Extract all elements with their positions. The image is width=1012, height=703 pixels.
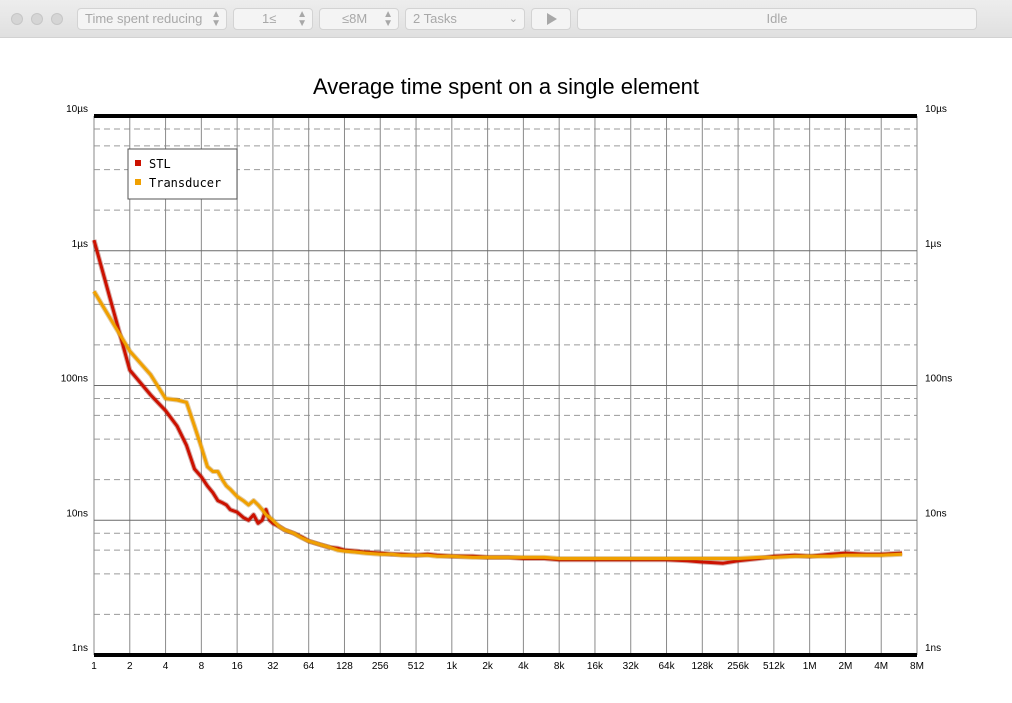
x-tick-label: 16k <box>587 661 604 672</box>
series-line-stl-shadow <box>91 239 903 566</box>
y-tick-label-right: 100ns <box>925 374 952 385</box>
run-button[interactable] <box>531 8 571 30</box>
chart: Average time spent on a single element 1… <box>61 74 953 672</box>
x-tick-label: 128 <box>336 661 353 672</box>
x-tick-label: 16 <box>232 661 244 672</box>
updown-arrows-icon: ▲ ▼ <box>297 9 307 29</box>
x-tick-label: 8 <box>199 661 205 672</box>
x-tick-label: 32k <box>623 661 640 672</box>
metric-select-label: Time spent reducing <box>85 11 203 26</box>
legend-box <box>127 148 238 200</box>
legend-label-transducer: Transducer <box>149 176 221 190</box>
y-tick-label-right: 1µs <box>925 239 941 250</box>
x-tick-label: 128k <box>691 661 714 672</box>
x-axis-labels: 1 2 4 8 16 32 64 128 256 512 1k 2k 4k 8k 16k 32k 64k 128k… <box>91 661 924 672</box>
legend-swatch-stl <box>135 160 141 166</box>
x-tick-label: 512k <box>763 661 786 672</box>
x-tick-label: 1M <box>803 661 817 672</box>
y-tick-label: 1µs <box>72 239 88 250</box>
min-size-stepper[interactable]: 1≤ ▲ ▼ <box>233 8 313 30</box>
y-tick-label: 1ns <box>72 643 88 654</box>
legend: STL Transducer <box>127 148 238 200</box>
x-tick-label: 4 <box>163 661 169 672</box>
x-tick-label: 4k <box>518 661 530 672</box>
max-size-stepper[interactable]: ≤8M ▲ ▼ <box>319 8 399 30</box>
play-icon <box>547 13 557 25</box>
y-tick-label: 100ns <box>61 374 88 385</box>
series-line-transducer <box>92 290 903 560</box>
major-gridlines <box>93 114 918 657</box>
x-tick-label: 2 <box>127 661 133 672</box>
close-window-button[interactable] <box>11 13 23 25</box>
toolbar: Time spent reducing ▲ ▼ 1≤ ▲ ▼ ≤8M ▲ ▼ 2 Ta… <box>0 0 1012 38</box>
x-tick-label: 64 <box>303 661 315 672</box>
y-axis-left-labels: 1ns 10ns 100ns 1µs 10µs <box>61 104 88 654</box>
x-tick-label: 256 <box>372 661 389 672</box>
x-tick-label: 1k <box>447 661 459 672</box>
y-axis-right-labels: 1ns 10ns 100ns 1µs 10µs <box>925 104 952 654</box>
status-text: Idle <box>766 11 788 26</box>
minimize-window-button[interactable] <box>31 13 43 25</box>
minor-gridlines <box>94 128 917 615</box>
metric-select[interactable]: Time spent reducing ▲ ▼ <box>77 8 227 30</box>
chevron-down-icon: ⌄ <box>508 13 518 25</box>
legend-label-stl: STL <box>149 157 171 171</box>
chart-title: Average time spent on a single element <box>313 74 699 99</box>
zoom-window-button[interactable] <box>51 13 63 25</box>
x-tick-label: 8k <box>554 661 566 672</box>
y-tick-label-right: 10µs <box>925 104 947 115</box>
tasks-select-label: 2 Tasks <box>413 11 457 26</box>
x-tick-label: 512 <box>408 661 425 672</box>
x-tick-label: 64k <box>658 661 675 672</box>
series-lines <box>91 239 903 566</box>
x-tick-label: 2M <box>838 661 852 672</box>
tasks-select[interactable]: 2 Tasks ⌄ <box>405 8 525 30</box>
x-tick-label: 4M <box>874 661 888 672</box>
updown-arrows-icon: ▲ ▼ <box>211 9 221 29</box>
x-tick-label: 32 <box>267 661 279 672</box>
x-tick-label: 256k <box>727 661 750 672</box>
y-tick-label: 10µs <box>66 104 88 115</box>
x-tick-label: 1 <box>91 661 97 672</box>
min-size-value: 1≤ <box>262 11 277 26</box>
series-line-stl <box>92 239 903 565</box>
updown-arrows-icon: ▲ ▼ <box>383 9 393 29</box>
x-tick-label: 8M <box>910 661 924 672</box>
y-tick-label: 10ns <box>66 508 88 519</box>
max-size-value: ≤8M <box>342 11 368 26</box>
status-field: Idle <box>577 8 977 30</box>
y-tick-label-right: 10ns <box>925 508 947 519</box>
series-line-transducer-shadow <box>91 290 903 561</box>
legend-swatch-transducer <box>135 179 141 185</box>
y-tick-label-right: 1ns <box>925 643 941 654</box>
x-tick-label: 2k <box>482 661 494 672</box>
